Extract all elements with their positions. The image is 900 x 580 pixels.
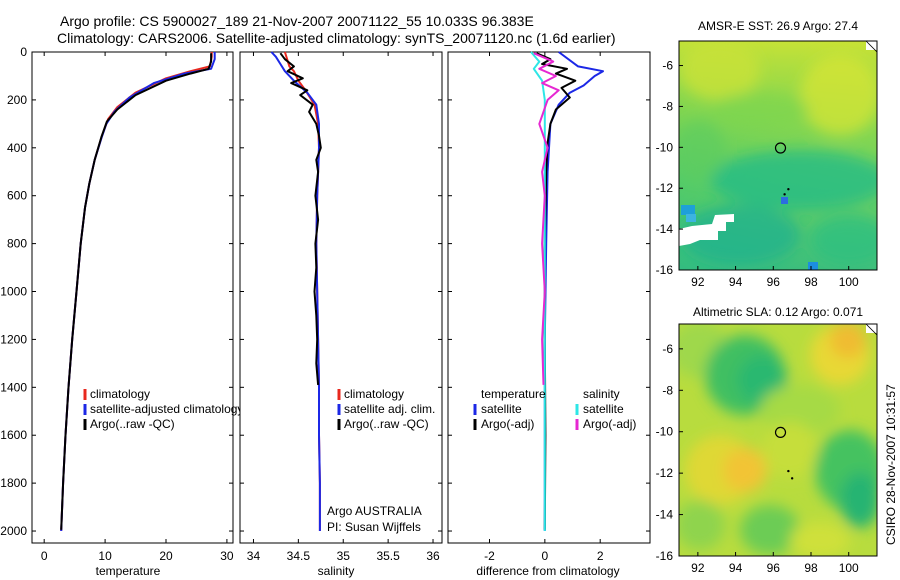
figure-title-line1: Argo profile: CS 5900027_189 21-Nov-2007… [60, 13, 534, 29]
sla-map-xtick-label: 100 [839, 561, 859, 575]
sst-map-ytick-label: -10 [656, 140, 674, 154]
sla-map-xtick-label: 94 [729, 561, 743, 575]
temperature-legend-label: satellite-adjusted climatology [90, 402, 243, 416]
sla-map-xtick-label: 96 [767, 561, 781, 575]
sla-map-track-point [787, 469, 790, 473]
sla-map-ytick-label: -14 [656, 508, 674, 522]
sla-map-track-point [790, 477, 794, 480]
difference-plot-frame [447, 51, 651, 544]
temperature-ytick-label: 1200 [0, 332, 27, 346]
sla-map-ytick-label: -10 [656, 425, 674, 439]
temperature-ytick-label: 800 [7, 237, 27, 251]
temperature-ytick-label: 400 [7, 141, 27, 155]
difference-xtick-label: 0 [542, 549, 549, 563]
sla-map-ytick-label: -12 [656, 466, 674, 480]
argo-program-label: Argo AUSTRALIA [327, 504, 422, 518]
salinity-xtick-label: 34 [247, 549, 261, 563]
temperature-xtick-label: 20 [159, 549, 173, 563]
salinity-axis-label: salinity [318, 564, 355, 578]
difference-legend-label: salinity [583, 387, 620, 401]
sst-map-ytick-label: -14 [656, 222, 674, 236]
sst-map-frame [678, 40, 878, 271]
salinity-legend-label: Argo(..raw -QC) [344, 417, 429, 431]
temperature-xtick-label: 10 [98, 549, 112, 563]
difference-legend-label: temperature [481, 387, 546, 401]
sst-map-xtick-label: 100 [839, 275, 859, 289]
sst-map-xtick-label: 94 [729, 275, 743, 289]
difference-series-salinity-satellite [530, 51, 546, 531]
difference-xtick-label: 2 [597, 549, 604, 563]
temperature-ytick-label: 2000 [0, 524, 27, 538]
temperature-axis-label: temperature [96, 564, 161, 578]
generation-stamp: CSIRO 28-Nov-2007 10:31:57 [884, 384, 898, 545]
difference-legend-label: Argo(-adj) [583, 417, 636, 431]
temperature-ytick-label: 1000 [0, 285, 27, 299]
difference-legend-label: satellite [583, 402, 624, 416]
difference-xtick-label: -2 [484, 549, 495, 563]
sst-map-ytick-label: -16 [656, 263, 674, 277]
sla-map-xtick-label: 92 [691, 561, 705, 575]
sla-map-xtick-label: 98 [804, 561, 818, 575]
salinity-xtick-label: 35.5 [376, 549, 400, 563]
sst-map-panel: AMSR-E SST: 26.9 Argo: 27.4 92 94 96 98 100 -6… [656, 19, 878, 289]
temperature-ytick-label: 1400 [0, 380, 27, 394]
difference-axis-label: difference from climatology [476, 564, 619, 578]
sst-map-xtick-label: 96 [767, 275, 781, 289]
salinity-profile-panel: 34 34.5 35 35.5 36 salinity climatologysatelli… [239, 51, 443, 578]
difference-series-temperature-satellite [543, 51, 604, 531]
figure-title-line2: Climatology: CARS2006. Satellite-adjuste… [57, 30, 615, 46]
argo-pi-label: PI: Susan Wijffels [327, 520, 421, 534]
temperature-plot-frame [31, 51, 234, 544]
salinity-xtick-label: 34.5 [287, 549, 311, 563]
temperature-ytick-label: 1800 [0, 476, 27, 490]
sst-map-argo-location-marker [774, 142, 787, 154]
sla-map-frame [678, 323, 878, 557]
temperature-ytick-label: 0 [20, 45, 27, 59]
temperature-ytick-label: 200 [7, 93, 27, 107]
temperature-ytick-label: 600 [7, 189, 27, 203]
sla-map-ytick-label: -8 [662, 383, 673, 397]
temperature-legend-label: climatology [90, 387, 150, 401]
temperature-ytick-label: 1600 [0, 428, 27, 442]
sla-map-panel: Altimetric SLA: 0.12 Argo: 0.071 92 94 96 98… [656, 305, 878, 575]
temperature-legend-label: Argo(..raw -QC) [90, 417, 175, 431]
sla-map-ytick-label: -6 [662, 342, 673, 356]
sst-map-ytick-label: -6 [662, 59, 673, 73]
temperature-series-argo-raw-qc [60, 53, 213, 530]
sla-map-title: Altimetric SLA: 0.12 Argo: 0.071 [693, 305, 863, 319]
difference-legend-label: Argo(-adj) [481, 417, 534, 431]
sst-map-track-point [787, 188, 790, 191]
difference-series-salinity-argo-adj [533, 52, 560, 385]
sla-map-ytick-label: -16 [656, 549, 674, 563]
sla-map-argo-location-marker [774, 426, 787, 438]
difference-legend-label: satellite [481, 402, 522, 416]
sst-map-track-point [783, 193, 786, 196]
sst-map-ytick-label: -12 [656, 181, 674, 195]
salinity-series-argo-raw-qc [279, 52, 322, 385]
salinity-legend-label: satellite adj. clim. [344, 402, 435, 416]
temperature-xtick-label: 0 [41, 549, 48, 563]
salinity-legend-label: climatology [344, 387, 404, 401]
sst-map-xtick-label: 98 [804, 275, 818, 289]
temperature-profile-panel: 0 10 20 30 0 200 400 600 800 1000 1200 1400 1600 1800… [0, 45, 243, 578]
sla-map-imagery [679, 324, 877, 556]
salinity-xtick-label: 35 [337, 549, 351, 563]
sst-map-xtick-label: 92 [691, 275, 705, 289]
sst-map-title: AMSR-E SST: 26.9 Argo: 27.4 [698, 19, 858, 33]
salinity-plot-frame [239, 51, 443, 544]
sst-map-imagery [679, 41, 877, 270]
temperature-xtick-label: 30 [220, 549, 234, 563]
sst-map-ytick-label: -8 [662, 99, 673, 113]
salinity-xtick-label: 36 [426, 549, 440, 563]
salinity-series-satellite-adj-clim [270, 51, 321, 531]
